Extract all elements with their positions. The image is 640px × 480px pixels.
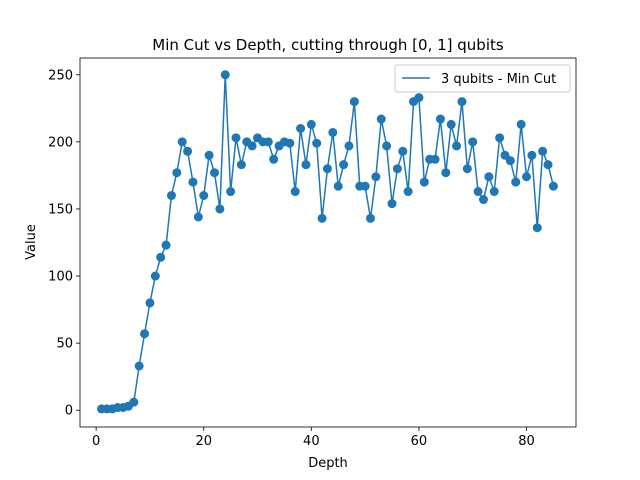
data-point xyxy=(156,252,166,262)
data-point xyxy=(285,138,295,148)
data-point xyxy=(344,141,354,151)
data-point xyxy=(516,119,526,129)
data-point xyxy=(403,187,413,197)
data-point xyxy=(301,160,311,170)
data-point xyxy=(231,133,241,143)
data-point xyxy=(414,93,424,103)
data-point xyxy=(452,141,462,151)
legend-entry-label: 3 qubits - Min Cut xyxy=(441,72,556,87)
data-point xyxy=(538,146,548,156)
data-point xyxy=(522,172,532,182)
x-tick-label: 0 xyxy=(92,434,100,449)
data-point xyxy=(543,160,553,170)
data-point xyxy=(161,240,171,250)
data-point xyxy=(166,191,176,201)
data-point xyxy=(365,213,375,223)
data-point xyxy=(435,114,445,124)
y-tick-label: 100 xyxy=(48,270,73,285)
y-tick-label: 0 xyxy=(65,404,73,419)
x-axis-label: Depth xyxy=(308,456,348,471)
data-point xyxy=(193,212,203,222)
y-axis-label: Value xyxy=(24,224,39,260)
data-point xyxy=(199,191,209,201)
data-point xyxy=(322,164,332,174)
legend-box xyxy=(394,64,571,93)
data-point xyxy=(339,160,349,170)
data-point xyxy=(263,137,273,147)
data-point xyxy=(511,177,521,187)
data-point xyxy=(371,172,381,182)
data-point xyxy=(468,137,478,147)
x-tick-label: 80 xyxy=(518,434,535,449)
data-point xyxy=(387,199,397,209)
data-point xyxy=(462,164,472,174)
data-point xyxy=(349,97,359,107)
data-point xyxy=(290,187,300,197)
data-point xyxy=(306,119,316,129)
data-point xyxy=(333,181,343,191)
data-point xyxy=(188,177,198,187)
data-point xyxy=(226,187,236,197)
data-point xyxy=(247,141,257,151)
data-point xyxy=(296,123,306,133)
data-point xyxy=(505,156,515,166)
data-point xyxy=(328,127,338,137)
data-point xyxy=(129,397,139,407)
data-point xyxy=(527,150,537,160)
data-point xyxy=(204,150,214,160)
data-point xyxy=(134,361,144,371)
chart-title: Min Cut vs Depth, cutting through [0, 1]… xyxy=(152,36,504,54)
y-tick-label: 250 xyxy=(48,68,73,83)
data-point xyxy=(446,119,456,129)
data-point xyxy=(140,329,150,339)
data-point xyxy=(183,146,193,156)
data-point xyxy=(441,168,451,178)
data-point xyxy=(145,298,155,308)
data-point xyxy=(532,223,542,233)
data-point xyxy=(317,213,327,223)
x-tick-label: 60 xyxy=(411,434,428,449)
data-point xyxy=(376,114,386,124)
data-point xyxy=(473,187,483,197)
data-point xyxy=(172,168,182,178)
data-point xyxy=(419,177,429,187)
data-point xyxy=(269,154,279,164)
y-tick-label: 150 xyxy=(48,202,73,217)
data-point xyxy=(312,138,322,148)
data-point xyxy=(360,181,370,191)
plot-area: 0 20 40 60 80 0 50 100 150 200 250 xyxy=(48,57,577,449)
axes-frame xyxy=(79,57,577,428)
data-point xyxy=(484,172,494,182)
data-point xyxy=(457,97,467,107)
legend: 3 qubits - Min Cut xyxy=(394,64,571,93)
data-point xyxy=(478,195,488,205)
data-point xyxy=(548,181,558,191)
data-point xyxy=(177,137,187,147)
data-point xyxy=(150,271,160,281)
data-point xyxy=(489,187,499,197)
data-point xyxy=(392,164,402,174)
y-tick-label: 200 xyxy=(48,135,73,150)
data-point xyxy=(430,154,440,164)
data-point xyxy=(236,160,246,170)
x-tick-label: 20 xyxy=(195,434,212,449)
data-point xyxy=(382,141,392,151)
data-point xyxy=(215,204,225,214)
data-point xyxy=(220,70,230,80)
data-point xyxy=(495,133,505,143)
y-tick-label: 50 xyxy=(56,337,73,352)
data-point xyxy=(398,146,408,156)
data-point xyxy=(209,168,219,178)
x-tick-label: 40 xyxy=(303,434,320,449)
